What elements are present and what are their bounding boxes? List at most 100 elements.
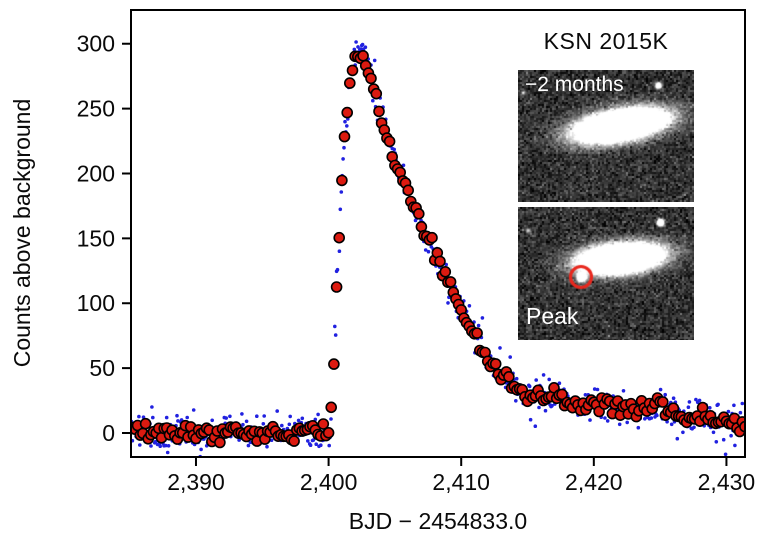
x-tick-label: 2,390 — [167, 469, 225, 495]
data-point-raw-photometry — [658, 387, 663, 392]
y-tick-label: 100 — [77, 290, 115, 316]
data-point-raw-photometry — [711, 430, 716, 435]
data-point-raw-photometry — [224, 416, 228, 420]
data-point-raw-photometry — [605, 419, 610, 423]
data-point-raw-photometry — [261, 422, 266, 426]
data-point-raw-photometry — [296, 418, 301, 423]
data-point-raw-photometry — [342, 145, 346, 150]
data-point-raw-photometry — [137, 414, 141, 419]
data-point-raw-photometry — [333, 333, 338, 337]
data-point-raw-photometry — [721, 437, 726, 442]
data-point-raw-photometry — [343, 119, 347, 124]
data-point-raw-photometry — [708, 406, 712, 410]
data-point-binned-photometry — [444, 276, 457, 288]
y-tick-label: 250 — [77, 96, 115, 122]
galaxy-image-peak — [518, 207, 694, 340]
data-point-raw-photometry — [716, 402, 720, 407]
data-point-raw-photometry — [508, 355, 512, 359]
data-point-raw-photometry — [392, 147, 397, 152]
data-point-raw-photometry — [191, 408, 196, 412]
data-point-binned-photometry — [434, 255, 446, 268]
galaxy-image-pre-explosion — [518, 70, 694, 202]
data-point-binned-photometry — [325, 401, 338, 414]
data-point-raw-photometry — [306, 439, 310, 443]
data-point-raw-photometry — [359, 47, 363, 51]
data-point-raw-photometry — [335, 267, 340, 272]
data-point-raw-photometry — [534, 378, 538, 382]
data-point-raw-photometry — [732, 403, 736, 408]
x-tick-label: 2,400 — [300, 469, 358, 495]
data-point-raw-photometry — [300, 416, 305, 421]
data-point-raw-photometry — [275, 409, 280, 413]
data-point-raw-photometry — [371, 98, 375, 103]
data-point-raw-photometry — [185, 415, 189, 420]
data-point-binned-photometry — [336, 174, 348, 187]
data-point-raw-photometry — [262, 414, 267, 418]
data-point-binned-photometry — [383, 135, 396, 148]
data-point-raw-photometry — [528, 417, 533, 422]
data-point-binned-photometry — [330, 281, 343, 293]
data-point-raw-photometry — [237, 438, 241, 442]
data-point-raw-photometry — [533, 424, 538, 429]
data-point-raw-photometry — [692, 425, 696, 430]
x-tick-label: 2,410 — [432, 469, 490, 495]
data-point-raw-photometry — [240, 412, 244, 416]
data-point-raw-photometry — [228, 414, 232, 419]
data-point-raw-photometry — [541, 373, 546, 377]
data-point-raw-photometry — [316, 412, 320, 417]
y-tick-label: 200 — [77, 160, 115, 186]
data-point-raw-photometry — [149, 444, 153, 448]
data-point-binned-photometry — [322, 426, 335, 439]
data-point-raw-photometry — [446, 301, 450, 305]
data-point-raw-photometry — [687, 400, 692, 404]
data-point-raw-photometry — [287, 422, 292, 427]
data-point-raw-photometry — [694, 397, 698, 402]
y-tick-label: 0 — [102, 420, 115, 446]
data-point-binned-photometry — [412, 208, 425, 220]
data-point-raw-photometry — [697, 398, 702, 403]
data-point-raw-photometry — [426, 249, 431, 254]
y-tick-label: 50 — [89, 355, 115, 381]
data-point-raw-photometry — [333, 324, 337, 329]
data-point-binned-photometry — [328, 358, 340, 370]
data-point-binned-photometry — [503, 370, 515, 383]
data-point-raw-photometry — [151, 415, 155, 420]
data-point-raw-photometry — [166, 444, 171, 448]
data-point-raw-photometry — [345, 124, 349, 128]
data-point-raw-photometry — [341, 157, 345, 161]
data-point-raw-photometry — [280, 423, 284, 428]
data-point-raw-photometry — [327, 443, 332, 448]
data-point-raw-photometry — [740, 401, 745, 406]
data-point-binned-photometry — [370, 87, 383, 100]
y-tick-label: 150 — [77, 225, 115, 251]
x-tick-label: 2,430 — [698, 469, 756, 495]
data-point-binned-photometry — [426, 231, 438, 244]
data-point-raw-photometry — [621, 389, 626, 393]
data-point-raw-photometry — [625, 420, 629, 425]
data-point-raw-photometry — [360, 42, 365, 47]
data-point-raw-photometry — [308, 443, 313, 448]
y-tick-label: 300 — [77, 31, 115, 57]
data-point-raw-photometry — [729, 433, 733, 438]
data-point-raw-photometry — [288, 414, 293, 419]
data-point-raw-photometry — [254, 414, 259, 419]
data-point-binned-photometry — [373, 105, 385, 118]
data-point-raw-photometry — [337, 249, 342, 253]
data-point-raw-photometry — [595, 387, 600, 392]
data-point-raw-photometry — [617, 422, 622, 427]
data-point-binned-photometry — [343, 77, 356, 89]
data-point-raw-photometry — [467, 304, 472, 308]
data-point-raw-photometry — [241, 422, 245, 427]
data-point-binned-photometry — [365, 72, 377, 85]
data-point-raw-photometry — [338, 207, 343, 212]
data-point-raw-photometry — [319, 443, 323, 448]
data-point-binned-photometry — [357, 49, 369, 62]
data-point-binned-photometry — [341, 106, 354, 119]
data-point-binned-photometry — [288, 435, 300, 447]
data-point-raw-photometry — [733, 443, 737, 448]
plot-frame — [130, 9, 746, 458]
data-point-raw-photometry — [557, 381, 562, 386]
data-point-binned-photometry — [439, 265, 452, 278]
data-point-raw-photometry — [372, 58, 377, 63]
